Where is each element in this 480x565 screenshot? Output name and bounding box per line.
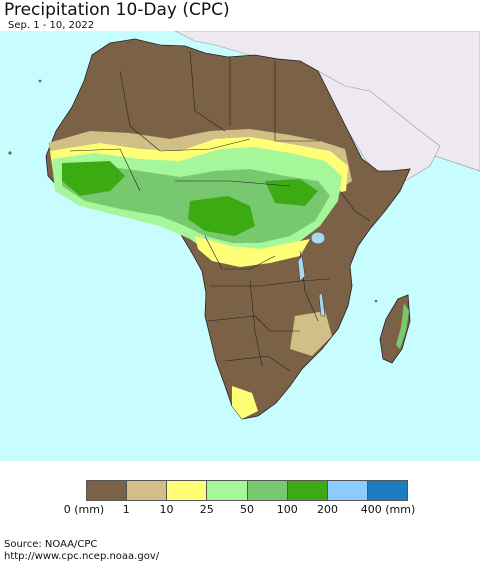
date-range: Sep. 1 - 10, 2022 bbox=[8, 20, 95, 31]
legend-swatch-4 bbox=[247, 481, 288, 500]
southern-tan-patch bbox=[290, 311, 332, 356]
legend-labels: 0 (mm) 1 10 25 50 100 200 400 (mm) bbox=[0, 503, 480, 517]
legend-swatch-2 bbox=[167, 481, 208, 500]
canary-islands bbox=[38, 79, 42, 83]
legend-label-2: 10 bbox=[159, 503, 174, 516]
legend-swatch-3 bbox=[207, 481, 248, 500]
legend-label-0: 0 (mm) bbox=[63, 503, 105, 516]
precipitation-map bbox=[0, 31, 480, 461]
lake-victoria bbox=[310, 231, 326, 245]
madagascar bbox=[379, 294, 411, 364]
legend-swatch-6 bbox=[327, 481, 368, 500]
map-title: Precipitation 10-Day (CPC) bbox=[4, 0, 230, 20]
country-borders bbox=[69, 50, 371, 372]
legend-label-5: 100 bbox=[276, 503, 298, 516]
lake-malawi bbox=[318, 292, 326, 317]
cape-verde-islands bbox=[8, 151, 12, 155]
legend-label-6: 200 bbox=[317, 503, 338, 516]
rain-core-central-africa bbox=[188, 196, 255, 236]
source-credit: Source: NOAA/CPC bbox=[4, 539, 98, 550]
legend-label-1: 1 bbox=[122, 503, 130, 516]
cape-tan-patch bbox=[232, 386, 258, 419]
rain-core-west-africa bbox=[62, 161, 125, 196]
precipitation-legend-bar bbox=[86, 480, 408, 501]
source-url: http://www.cpc.ncep.noaa.gov/ bbox=[4, 551, 160, 562]
comoros bbox=[374, 299, 378, 303]
legend-label-7: 400 (mm) bbox=[360, 503, 416, 516]
legend-swatch-1 bbox=[127, 481, 168, 500]
legend-swatch-0 bbox=[87, 481, 128, 500]
rain-core-east-africa bbox=[265, 179, 318, 206]
legend-swatch-5 bbox=[287, 481, 328, 500]
southern-fringe-yellow bbox=[195, 236, 310, 267]
legend-label-3: 25 bbox=[199, 503, 214, 516]
legend-label-4: 50 bbox=[240, 503, 254, 516]
legend-swatch-7 bbox=[367, 481, 407, 500]
lake-tanganyika bbox=[297, 255, 306, 282]
madagascar-east-rain bbox=[396, 303, 409, 349]
